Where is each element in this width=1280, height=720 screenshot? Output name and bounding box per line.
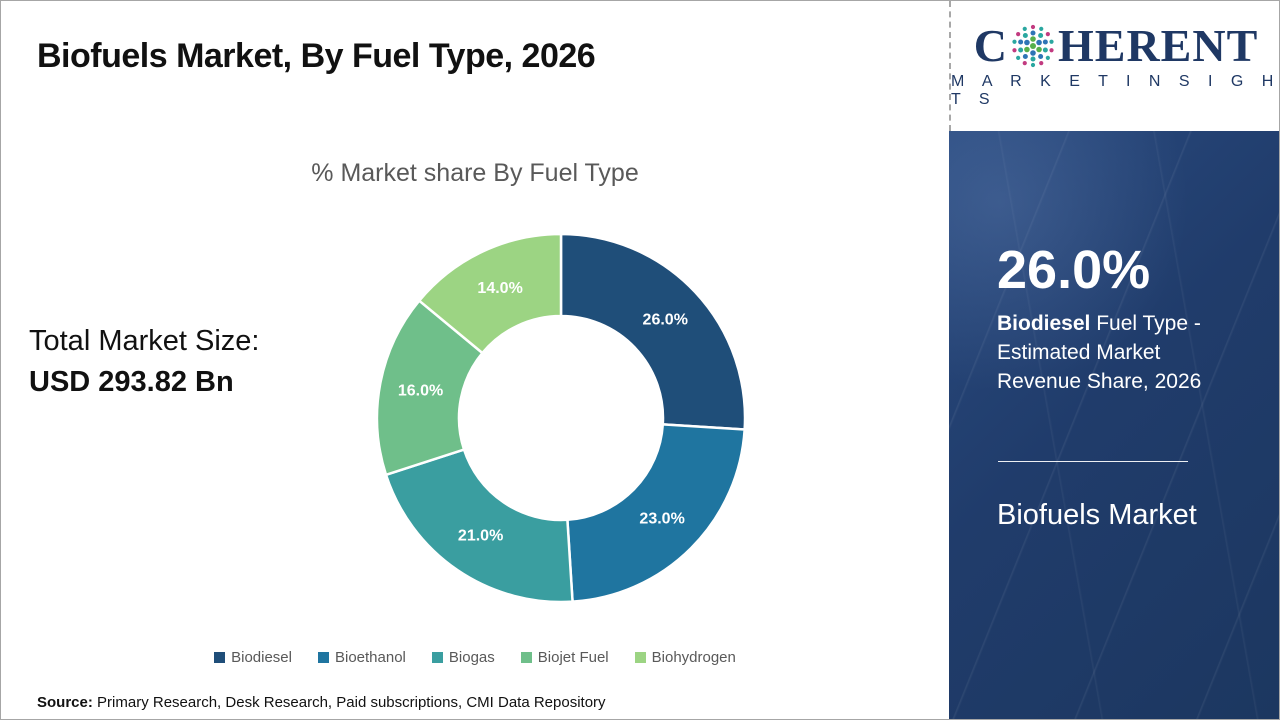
globe-dot bbox=[1036, 39, 1042, 46]
coherent-logo: C HERENT bbox=[974, 23, 1259, 69]
logo-word-end: HERENT bbox=[1057, 20, 1259, 71]
legend-item-biogas: Biogas bbox=[431, 649, 495, 666]
globe-dot bbox=[1042, 39, 1048, 45]
donut-segment-biodiesel bbox=[559, 232, 747, 431]
globe-dot bbox=[1029, 43, 1036, 49]
logo-box: C HERENT M A R K E T I N S I G H T S bbox=[949, 1, 1280, 131]
panel-stat-description: Biodiesel Fuel Type - Estimated Market R… bbox=[997, 309, 1222, 396]
chart-legend: Biodiesel Bioethanol Biogas Biojet Fuel Bioh… bbox=[1, 649, 949, 666]
globe-dot bbox=[1049, 39, 1054, 44]
legend-item-biodiesel: Biodiesel bbox=[214, 649, 292, 666]
legend-swatch-icon bbox=[520, 652, 532, 663]
slice-label-bioethanol: 23.0% bbox=[639, 510, 684, 527]
total-market-size: Total Market Size: USD 293.82 Bn bbox=[29, 325, 259, 399]
globe-dot bbox=[1012, 48, 1017, 53]
globe-dot bbox=[1024, 46, 1030, 53]
legend-swatch-icon bbox=[431, 652, 443, 663]
page-title: Biofuels Market, By Fuel Type, 2026 bbox=[37, 37, 596, 75]
slice-label-biojet-fuel: 16.0% bbox=[398, 382, 443, 399]
globe-dot bbox=[1030, 56, 1036, 62]
donut-chart: 26.0% 23.0% 21.0% 16.0% 14.0% bbox=[375, 232, 747, 604]
globe-dot bbox=[1016, 55, 1021, 60]
globe-dot bbox=[1036, 46, 1042, 53]
total-market-size-value: USD 293.82 Bn bbox=[29, 366, 234, 398]
donut-segment-bioethanol bbox=[566, 423, 746, 603]
slice-label-biodiesel: 26.0% bbox=[643, 311, 688, 328]
globe-dot bbox=[1022, 26, 1027, 31]
legend-item-bioethanol: Bioethanol bbox=[317, 649, 406, 666]
globe-dot bbox=[1018, 39, 1024, 45]
source-line: Source: Primary Research, Desk Research,… bbox=[37, 694, 606, 711]
source-text: Primary Research, Desk Research, Paid su… bbox=[92, 694, 606, 711]
slice-label-biogas: 21.0% bbox=[458, 527, 503, 544]
legend-swatch-icon bbox=[634, 652, 646, 663]
globe-dot bbox=[1038, 32, 1044, 38]
globe-dot bbox=[1042, 47, 1048, 53]
globe-dot bbox=[1045, 32, 1050, 37]
source-label: Source: bbox=[37, 694, 93, 711]
globe-dot bbox=[1049, 48, 1054, 53]
donut-segment-biogas bbox=[384, 448, 574, 604]
globe-dot bbox=[1016, 32, 1021, 37]
panel-stat-desc-bold: Biodiesel bbox=[997, 312, 1091, 335]
globe-dots-icon bbox=[1012, 24, 1054, 68]
donut-segment-biohydrogen bbox=[417, 232, 563, 355]
globe-dot bbox=[1039, 26, 1044, 31]
globe-dot bbox=[1030, 36, 1036, 42]
logo-subtitle: M A R K E T I N S I G H T S bbox=[951, 73, 1280, 108]
panel-title: Biofuels Market bbox=[997, 499, 1197, 531]
globe-dot bbox=[1022, 32, 1028, 38]
globe-dot bbox=[1022, 61, 1027, 66]
globe-dot bbox=[1018, 47, 1024, 53]
globe-dot bbox=[1012, 39, 1017, 44]
panel-stat-desc-rest: Fuel Type - Estimated Market Revenue Sha… bbox=[997, 312, 1202, 393]
legend-item-biojet-fuel: Biojet Fuel bbox=[520, 649, 609, 666]
slice-label-biohydrogen: 14.0% bbox=[477, 280, 522, 297]
globe-dot bbox=[1030, 50, 1036, 56]
globe-dot bbox=[1045, 55, 1050, 60]
chart-title: % Market share By Fuel Type bbox=[311, 159, 639, 187]
total-market-size-label: Total Market Size: bbox=[29, 325, 260, 357]
globe-dot bbox=[1030, 24, 1036, 30]
legend-label: Biohydrogen bbox=[651, 649, 736, 666]
panel-divider bbox=[998, 461, 1188, 462]
legend-label: Biodiesel bbox=[231, 649, 292, 666]
globe-dot bbox=[1038, 54, 1044, 60]
panel-stat-value: 26.0% bbox=[997, 240, 1151, 300]
legend-swatch-icon bbox=[317, 652, 329, 663]
globe-dot bbox=[1030, 62, 1036, 68]
logo-word-start: C bbox=[973, 20, 1008, 71]
legend-item-biohydrogen: Biohydrogen bbox=[634, 649, 736, 666]
legend-label: Biogas bbox=[448, 649, 495, 666]
legend-label: Bioethanol bbox=[334, 649, 406, 666]
highlight-panel: 26.0% Biodiesel Fuel Type - Estimated Ma… bbox=[949, 131, 1279, 719]
globe-dot bbox=[1022, 54, 1028, 60]
globe-dot bbox=[1039, 61, 1044, 66]
globe-dot bbox=[1024, 39, 1030, 46]
globe-dot bbox=[1030, 30, 1036, 36]
legend-label: Biojet Fuel bbox=[537, 649, 609, 666]
legend-swatch-icon bbox=[214, 652, 226, 663]
